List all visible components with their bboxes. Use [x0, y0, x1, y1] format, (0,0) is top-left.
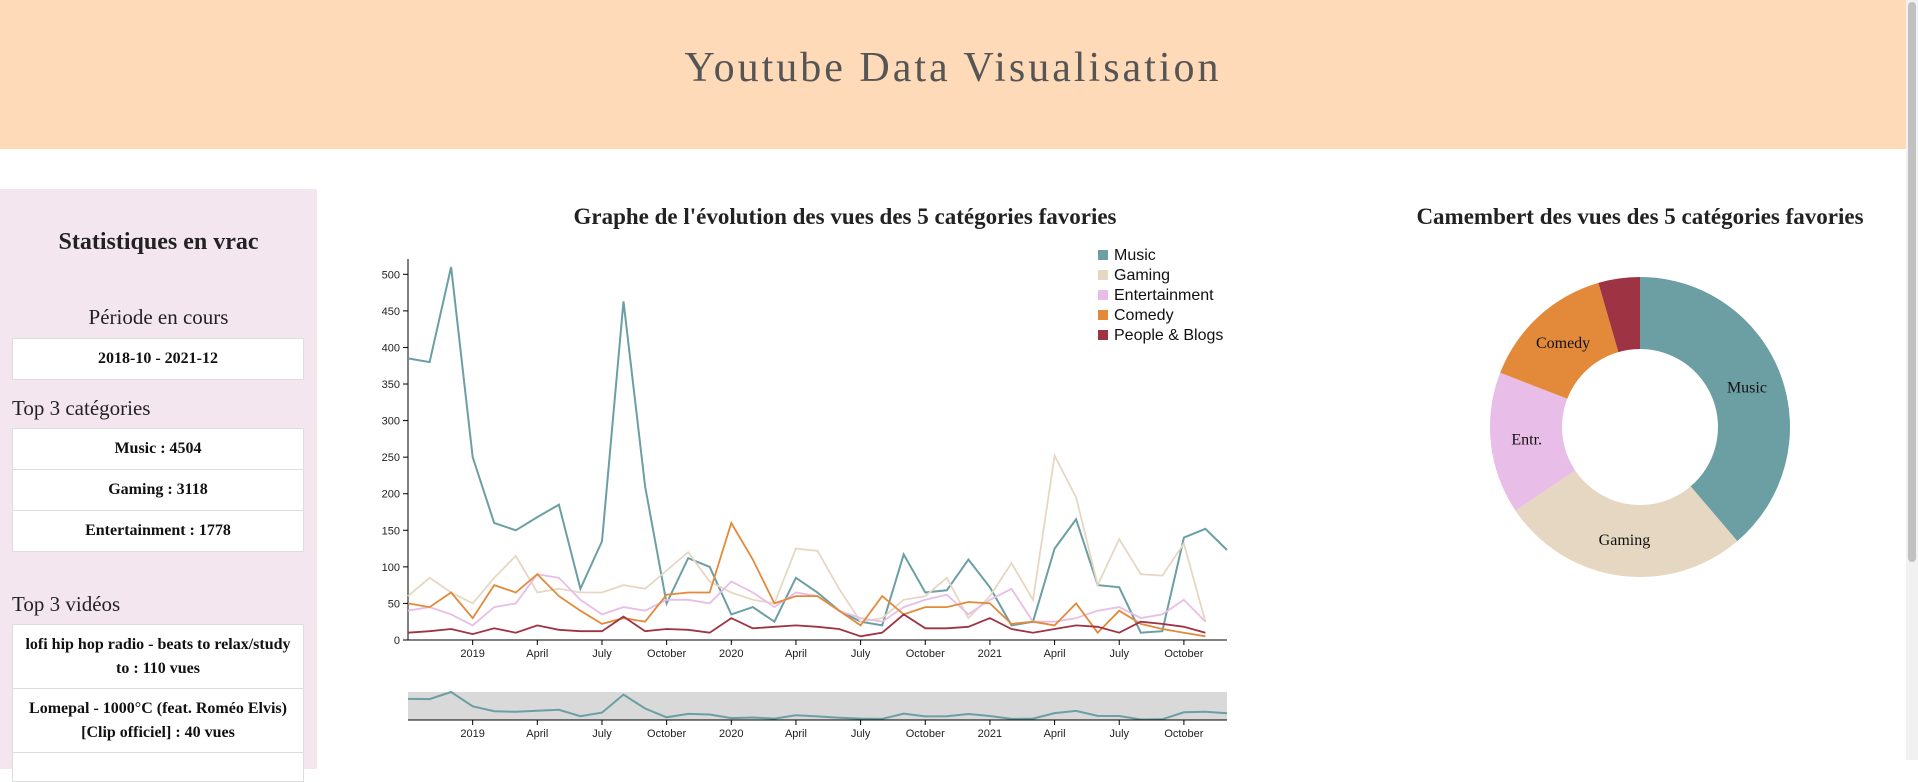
y-tick-label: 100: [382, 562, 400, 574]
x-tick-label-context: July: [1109, 728, 1129, 740]
x-tick-label: October: [1164, 648, 1203, 660]
y-tick-label: 150: [382, 525, 400, 537]
x-tick-label-context: April: [526, 728, 548, 740]
y-tick-label: 50: [388, 598, 400, 610]
x-tick-label: April: [526, 648, 548, 660]
pie-slice-music: [1640, 277, 1790, 542]
x-tick-label-context: 2019: [460, 728, 484, 740]
x-tick-label: October: [647, 648, 686, 660]
x-tick-label: 2020: [719, 648, 743, 660]
top-video-2: Lomepal - 1000°C (feat. Roméo Elvis) [Cl…: [12, 688, 304, 753]
legend-label: People & Blogs: [1114, 327, 1223, 344]
pie-slice-entertainment: [1490, 372, 1576, 511]
x-tick-label-context: October: [1164, 728, 1203, 740]
line-chart[interactable]: 0 50 100 150 200 250 300 350 400 450 500 2019 April J…: [360, 240, 1240, 740]
scrollbar-thumb[interactable]: [1908, 2, 1916, 562]
y-tick-label: 200: [382, 489, 400, 501]
x-tick-label-context: 2020: [719, 728, 743, 740]
legend-label: Entertainment: [1114, 287, 1214, 304]
x-tick-label: July: [592, 648, 612, 660]
page-title: Youtube Data Visualisation: [684, 45, 1222, 91]
x-tick-label-context: 2021: [978, 728, 1002, 740]
y-tick-label: 0: [394, 635, 400, 647]
x-tick-label: July: [1109, 648, 1129, 660]
pie-slice-people-blogs: [1598, 277, 1640, 353]
pie-slice-label: Music: [1727, 380, 1767, 397]
context-line-music: [407, 690, 1228, 721]
x-tick-label-context: October: [906, 728, 945, 740]
y-tick-label: 300: [382, 416, 400, 428]
series-line-comedy: [407, 520, 1206, 638]
top-videos-label: Top 3 vidéos: [12, 592, 121, 616]
top-video-1: lofi hip hop radio - beats to relax/stud…: [12, 624, 304, 689]
y-tick-label: 250: [382, 452, 400, 464]
line-chart-title: Graphe de l'évolution des vues des 5 cat…: [573, 204, 1117, 229]
series-line-people-blogs: [407, 613, 1206, 638]
legend-label: Gaming: [1114, 267, 1170, 284]
stats-sidebar: Statistiques en vrac Période en cours 20…: [0, 189, 317, 782]
legend-swatch: [1098, 270, 1108, 280]
x-tick-label: 2019: [460, 648, 484, 660]
sidebar-title: Statistiques en vrac: [58, 229, 259, 255]
y-tick-label: 350: [382, 379, 400, 391]
legend-label: Comedy: [1114, 307, 1174, 324]
y-tick-label: 400: [382, 342, 400, 354]
pie-slice-label: Entr.: [1511, 432, 1542, 449]
legend-swatch: [1098, 330, 1108, 340]
header-banner: Youtube Data Visualisation: [0, 0, 1906, 149]
x-tick-label-context: April: [1044, 728, 1066, 740]
top-video-3: [12, 752, 304, 782]
x-tick-label-context: July: [592, 728, 612, 740]
x-tick-label-context: April: [785, 728, 807, 740]
brush-selection: [408, 692, 1227, 720]
pie-chart-title: Camembert des vues des 5 catégories favo…: [1416, 204, 1864, 229]
legend-swatch: [1098, 310, 1108, 320]
series-line-music: [407, 266, 1228, 634]
x-tick-label-context: July: [851, 728, 871, 740]
y-tick-label: 500: [382, 269, 400, 281]
pie-slice-label: Comedy: [1536, 335, 1590, 352]
x-tick-label-context: October: [647, 728, 686, 740]
vertical-scrollbar[interactable]: [1906, 0, 1918, 760]
x-tick-label: 2021: [978, 648, 1002, 660]
pie-slice-comedy: [1500, 282, 1619, 399]
series-line-gaming: [407, 452, 1207, 623]
period-value: 2018-10 - 2021-12: [12, 338, 304, 380]
top-categories-label: Top 3 catégories: [12, 396, 151, 420]
x-tick-label: April: [785, 648, 807, 660]
legend-label: Music: [1114, 247, 1156, 264]
legend-swatch: [1098, 290, 1108, 300]
top-category-3: Entertainment : 1778: [12, 510, 304, 552]
y-tick-label: 450: [382, 306, 400, 318]
x-tick-label: October: [906, 648, 945, 660]
series-line-entertainment: [407, 573, 1207, 627]
top-category-1: Music : 4504: [12, 428, 304, 470]
legend-swatch: [1098, 250, 1108, 260]
top-category-2: Gaming : 3118: [12, 469, 304, 511]
x-tick-label: April: [1044, 648, 1066, 660]
pie-slice-label: Gaming: [1599, 532, 1651, 549]
period-label: Période en cours: [88, 305, 229, 329]
x-tick-label: July: [851, 648, 871, 660]
pie-chart: Music Gaming Entr. Comedy: [1490, 277, 1790, 577]
pie-slice-gaming: [1515, 470, 1738, 577]
